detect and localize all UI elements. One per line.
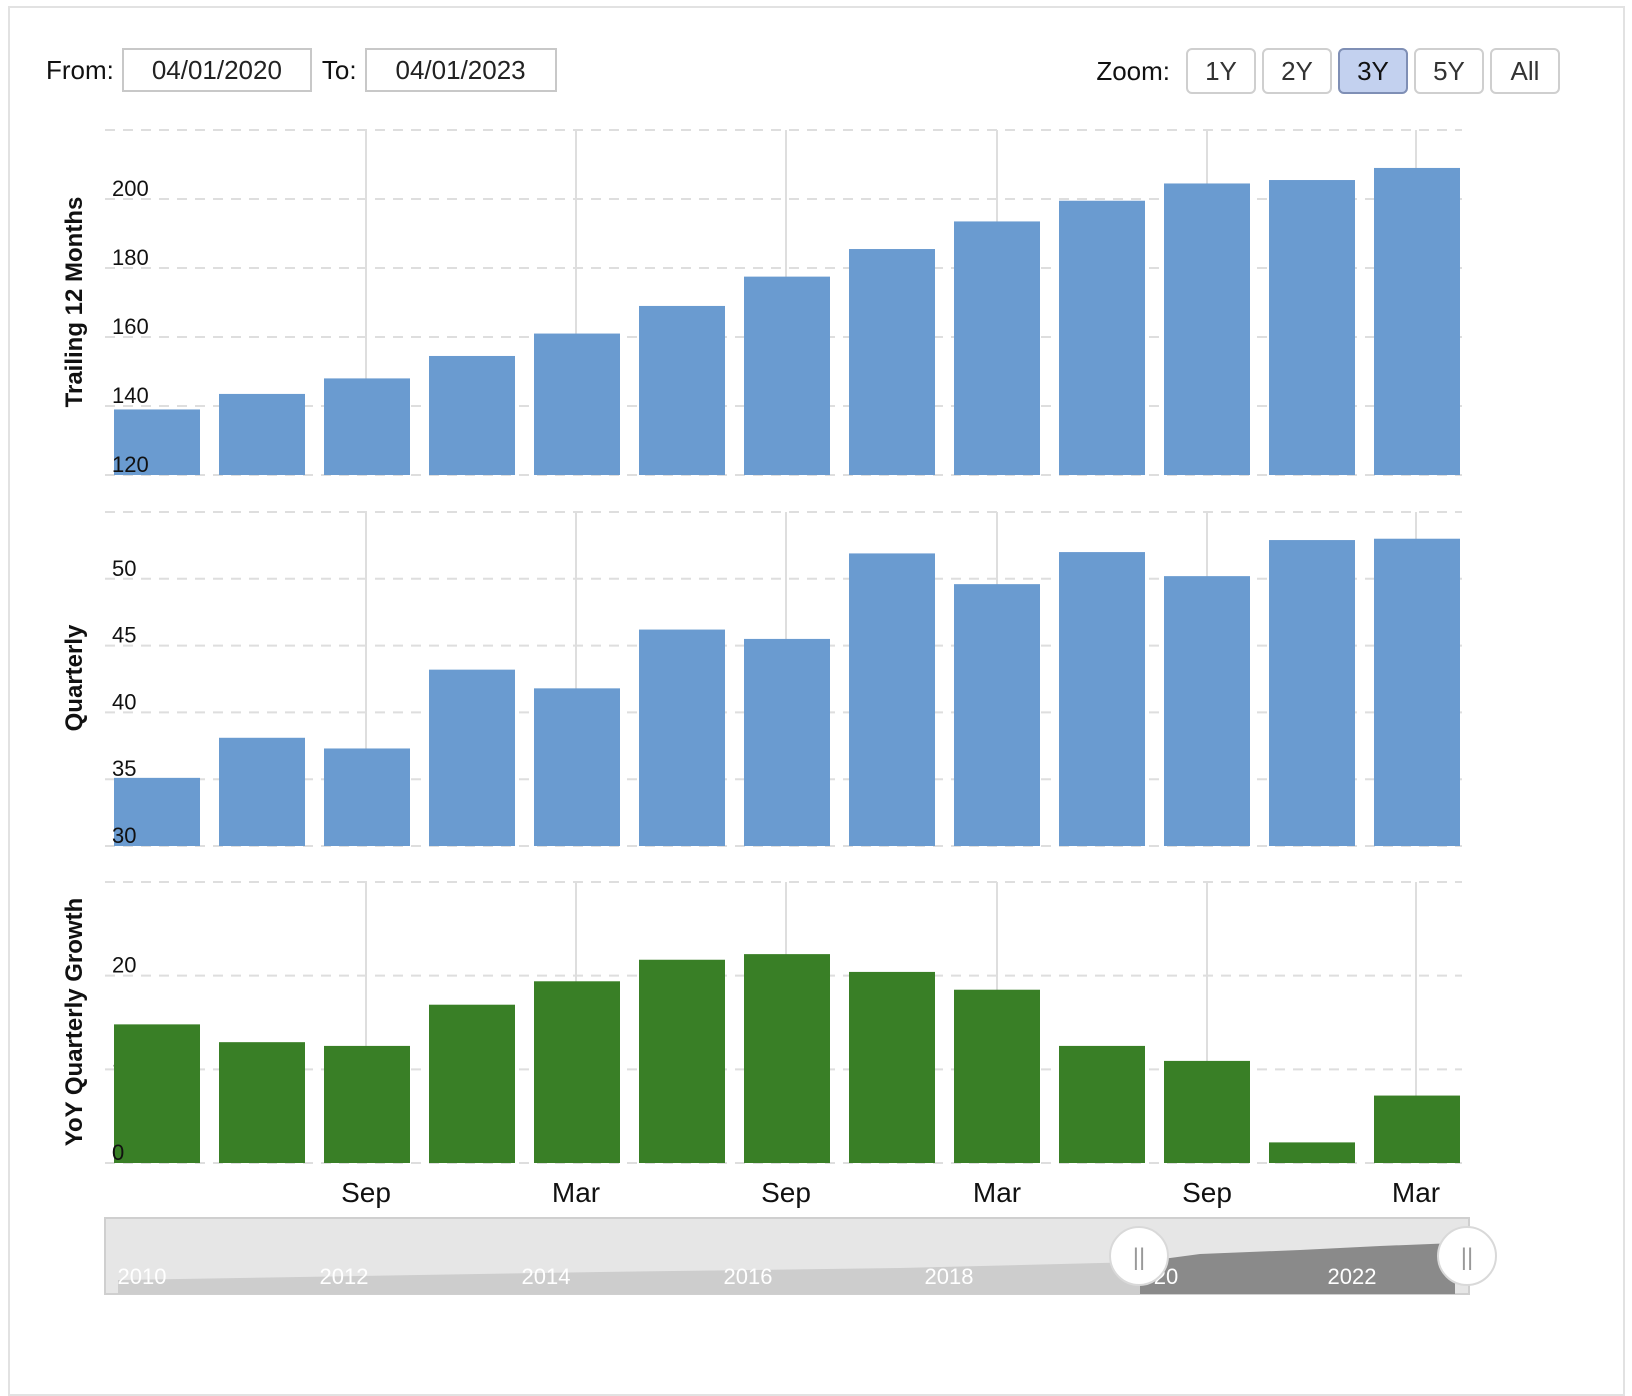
handle-grip-icon: || [1461, 1244, 1473, 1271]
bar [1374, 167, 1460, 475]
bar [954, 584, 1040, 846]
y-tick-label: 120 [112, 452, 149, 477]
x-tick-label: Sep [761, 1177, 811, 1208]
bar [429, 1004, 515, 1163]
x-tick-label: Mar [552, 1177, 600, 1208]
navigator-year-label: 2016 [724, 1264, 773, 1289]
bar [219, 1042, 305, 1163]
to-label: To: [321, 54, 357, 85]
bar [744, 638, 830, 846]
y-tick-label: 180 [112, 245, 149, 270]
bar [534, 688, 620, 846]
bar [1269, 540, 1355, 846]
x-tick-label: Mar [973, 1177, 1021, 1208]
bar [114, 409, 200, 475]
pane-2: 303540455030Quarterly [61, 511, 1462, 848]
bar [534, 333, 620, 475]
y-tick-label: 50 [112, 556, 136, 581]
bar [534, 981, 620, 1163]
bar [849, 249, 935, 475]
chart-frame [8, 6, 1625, 1396]
y-tick-label: 140 [112, 383, 149, 408]
bar [954, 989, 1040, 1163]
y-axis-title: YoY Quarterly Growth [61, 898, 88, 1147]
navigator-year-label: 2012 [320, 1264, 369, 1289]
bar [1059, 200, 1145, 475]
bar [1164, 1060, 1250, 1163]
bar [954, 221, 1040, 475]
navigator-year-label: 2022 [1328, 1264, 1377, 1289]
bar [744, 954, 830, 1163]
y-tick-label: 40 [112, 689, 136, 714]
handle-grip-icon: || [1133, 1244, 1145, 1271]
bar [324, 748, 410, 846]
pane-1: 120140160180200120Trailing 12 Months [61, 129, 1462, 477]
zoom-controls: Zoom: 1Y 2Y 3Y 5Y All [1096, 48, 1560, 94]
navigator-selected-area [1140, 1243, 1455, 1294]
bar [639, 629, 725, 846]
bar [1269, 180, 1355, 475]
y-tick-label: 45 [112, 623, 136, 648]
bar [429, 355, 515, 475]
bar [744, 276, 830, 475]
bar [114, 1024, 200, 1163]
navigator-left-handle[interactable] [1109, 1226, 1169, 1286]
date-range-controls: From: 04/01/2020 To: 04/01/2023 [46, 46, 557, 94]
zoom-5y-button[interactable]: 5Y [1414, 48, 1484, 94]
from-date-input[interactable]: 04/01/2020 [121, 48, 312, 92]
y-tick-label: 20 [112, 953, 136, 978]
navigator-right-handle[interactable] [1437, 1226, 1497, 1286]
bar [849, 971, 935, 1163]
zoom-3y-button[interactable]: 3Y [1338, 48, 1408, 94]
bar [639, 959, 725, 1163]
zoom-1y-button[interactable]: 1Y [1186, 48, 1256, 94]
bar [1059, 1045, 1145, 1163]
bar [1374, 538, 1460, 846]
y-tick-label: 0 [112, 1140, 124, 1165]
bar [219, 393, 305, 475]
bar [1164, 183, 1250, 475]
zoom-2y-button[interactable]: 2Y [1262, 48, 1332, 94]
zoom-all-button[interactable]: All [1490, 48, 1560, 94]
x-tick-label: Sep [341, 1177, 391, 1208]
zoom-label: Zoom: [1096, 55, 1170, 86]
y-tick-label: 200 [112, 176, 149, 201]
bar [1269, 1142, 1355, 1163]
from-label: From: [46, 54, 114, 85]
pane-3: 010200YoY Quarterly Growth [61, 881, 1462, 1165]
bar [429, 669, 515, 846]
x-tick-label: Mar [1392, 1177, 1440, 1208]
y-tick-label: 160 [112, 314, 149, 339]
bar [1059, 552, 1145, 846]
navigator-year-label: 2014 [522, 1264, 571, 1289]
navigator: 2010 2012 2014 2016 2018 20 2022|| || [104, 1217, 1497, 1295]
bar [324, 1045, 410, 1163]
bar [849, 553, 935, 846]
y-tick-label: 30 [112, 823, 136, 848]
navigator-series-area [118, 1262, 1140, 1294]
navigator-year-label: 2010 [118, 1264, 167, 1289]
bar [324, 378, 410, 475]
bar [1164, 576, 1250, 846]
x-tick-label: Sep [1182, 1177, 1232, 1208]
bar [219, 737, 305, 846]
bar [1374, 1095, 1460, 1163]
navigator-year-label: 2018 [925, 1264, 974, 1289]
to-date-input[interactable]: 04/01/2023 [364, 48, 557, 92]
bar [114, 777, 200, 846]
y-axis-title: Trailing 12 Months [61, 197, 88, 408]
y-axis-title: Quarterly [61, 624, 88, 731]
y-tick-label: 35 [112, 756, 136, 781]
bar [639, 305, 725, 475]
